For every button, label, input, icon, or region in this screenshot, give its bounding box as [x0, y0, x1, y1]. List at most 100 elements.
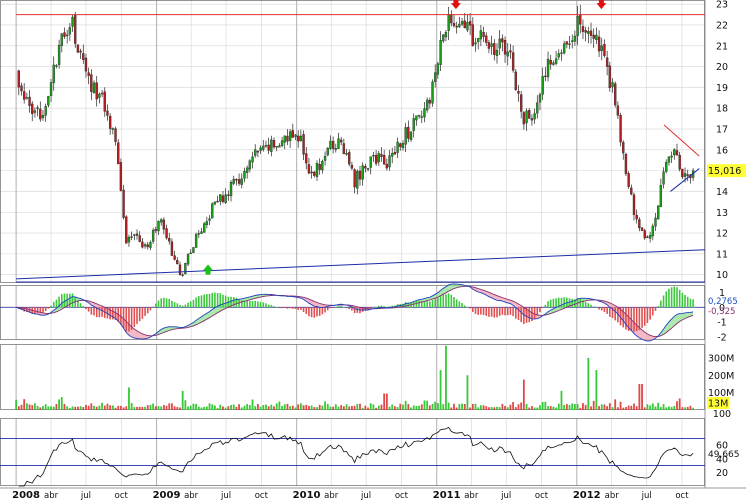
macd-histogram-bar — [692, 299, 694, 308]
volume-bar — [627, 405, 630, 410]
volume-bar — [684, 407, 686, 410]
macd-histogram-bar — [439, 295, 442, 308]
month-axis-label: jul — [220, 491, 231, 500]
macd-fill — [513, 301, 516, 308]
candle-up — [127, 236, 131, 243]
volume-bar — [442, 404, 445, 410]
macd-histogram-bar — [356, 307, 359, 313]
volume-bar — [326, 403, 329, 410]
macd-histogram-bar — [391, 305, 394, 308]
candle-up — [243, 171, 246, 179]
macd-histogram-bar — [109, 307, 111, 320]
volume-bar — [334, 404, 337, 410]
candle-down — [519, 94, 523, 112]
volume-bar — [587, 357, 590, 410]
macd-histogram-bar — [434, 298, 437, 308]
candle-up — [321, 161, 324, 171]
volume-bar — [85, 404, 87, 410]
candle-down — [635, 214, 638, 220]
candle-up — [44, 106, 47, 116]
volume-bar — [68, 407, 71, 410]
volume-bar — [203, 406, 206, 410]
volume-last-badge — [707, 397, 729, 409]
macd-fill — [206, 311, 210, 320]
macd-histogram-bar — [101, 307, 103, 317]
volume-bar — [42, 406, 44, 410]
volume-bar — [318, 404, 321, 410]
macd-histogram-bar — [574, 299, 576, 308]
volume-bar — [117, 405, 120, 410]
triangle-upper-line — [663, 124, 700, 157]
volume-bar — [141, 406, 144, 410]
volume-bar — [453, 403, 455, 410]
rsi-frame — [0, 418, 705, 486]
down-arrow-marker — [450, 0, 461, 10]
volume-bar — [383, 393, 386, 410]
candle-up — [130, 236, 133, 238]
macd-histogram-bar — [490, 307, 493, 317]
candle-up — [57, 45, 61, 65]
macd-histogram-bar — [195, 297, 197, 308]
macd-histogram-bar — [318, 307, 321, 316]
candle-up — [149, 242, 152, 248]
volume-bar — [254, 406, 257, 410]
price-tick-label: 14 — [716, 187, 728, 198]
candle-down — [646, 236, 649, 239]
month-axis-label: jul — [641, 491, 652, 500]
volume-bar — [431, 403, 434, 410]
volume-bar — [555, 407, 557, 410]
macd-histogram-bar — [192, 299, 195, 308]
macd-histogram-bar — [383, 306, 385, 308]
macd-histogram-bar — [461, 303, 463, 308]
candle-up — [280, 140, 284, 146]
macd-histogram-bar — [646, 307, 649, 323]
volume-bar — [490, 407, 493, 410]
macd-histogram-bar — [149, 307, 152, 311]
candle-up — [92, 82, 96, 94]
volume-bar — [251, 399, 254, 410]
month-axis-label: oct — [675, 491, 689, 500]
candle-down — [493, 43, 496, 55]
macd-fill — [644, 332, 648, 342]
macd-histogram-bar — [603, 307, 606, 312]
macd-fill — [663, 325, 667, 335]
volume-bar — [31, 405, 34, 410]
volume-bar — [55, 403, 58, 410]
candle-down — [608, 65, 611, 89]
macd-histogram-bar — [343, 306, 345, 308]
candle-down — [39, 108, 42, 120]
month-axis-label: abr — [324, 491, 339, 500]
volume-bar — [485, 406, 488, 410]
candle-down — [162, 219, 166, 230]
macd-histogram-bar — [106, 307, 109, 319]
candle-down — [382, 155, 386, 165]
candle-up — [458, 23, 461, 28]
macd-histogram-bar — [665, 291, 668, 308]
macd-histogram-bar — [477, 307, 479, 315]
down-arrow-marker — [596, 0, 607, 10]
macd-histogram-bar — [55, 299, 58, 308]
candle-up — [186, 254, 190, 265]
volume-bar — [63, 403, 66, 410]
macd-histogram-bar — [179, 304, 181, 308]
macd-histogram-bar — [673, 286, 676, 308]
macd-histogram-bar — [668, 288, 670, 308]
candle-up — [651, 225, 654, 237]
candle-up — [334, 148, 337, 150]
volume-bar — [351, 406, 353, 410]
price-tick-label: 10 — [716, 270, 728, 281]
volume-bar — [633, 403, 635, 410]
volume-bar — [187, 406, 189, 410]
volume-bar — [44, 404, 47, 410]
volume-bar — [412, 405, 415, 410]
volume-tick-label: 200M — [708, 371, 734, 382]
macd-histogram-bar — [426, 300, 428, 308]
volume-bar — [520, 402, 523, 410]
macd-histogram-bar — [528, 307, 531, 323]
volume-bar — [28, 404, 31, 410]
macd-histogram-bar — [557, 297, 560, 308]
candle-down — [114, 128, 117, 142]
candle-down — [23, 91, 26, 100]
volume-bar — [154, 406, 157, 410]
macd-fill — [142, 333, 146, 340]
